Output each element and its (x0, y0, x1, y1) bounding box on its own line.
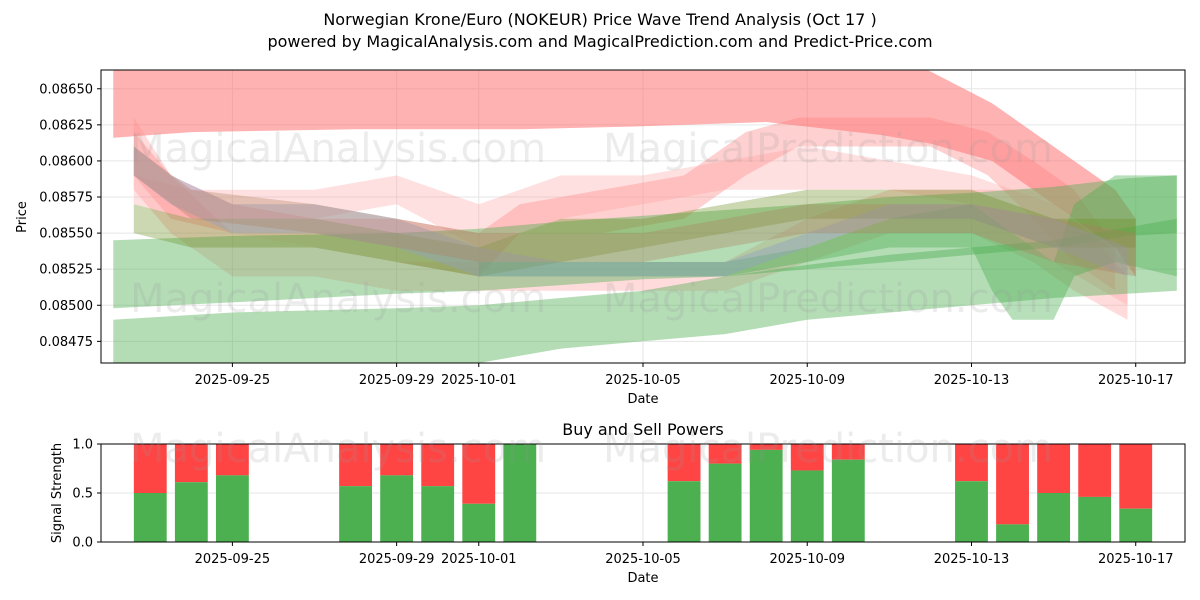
price-y-tick-label: 0.08500 (39, 299, 93, 314)
watermark-text: MagicalAnalysis.com (130, 426, 546, 472)
buy-power-bar (462, 503, 496, 542)
signal-x-axis: 2025-09-25 2025-09-29 2025-10-01 2025-10-05… (195, 542, 1174, 567)
buy-power-bar (215, 475, 249, 542)
price-wave-band (133, 146, 1128, 277)
buy-power-bar (955, 481, 988, 542)
signal-y-axis-label: Signal Strength (50, 443, 65, 543)
buy-power-bar (174, 482, 208, 542)
signal-x-tick-label: 2025-09-29 (359, 552, 435, 567)
price-wave-band (113, 175, 1177, 309)
price-wave-band (133, 117, 1116, 291)
sell-power-bar (1119, 444, 1153, 509)
sell-power-bar (380, 444, 414, 476)
price-wave-bands (113, 70, 1177, 363)
buy-power-bar (831, 459, 865, 542)
sell-power-bar (996, 444, 1029, 525)
sell-power-bar (339, 444, 372, 487)
watermark-text: MagicalPrediction.com (603, 426, 1053, 472)
price-y-tick-label: 0.08475 (39, 335, 93, 350)
buy-power-bar (503, 444, 537, 542)
price-y-tick-label: 0.08525 (39, 263, 93, 278)
signal-x-tick-label: 2025-10-05 (605, 552, 681, 567)
price-x-tick-label: 2025-10-09 (769, 373, 845, 388)
buy-power-bar (380, 475, 414, 542)
chart-title-line2: powered by MagicalAnalysis.com and Magic… (267, 32, 933, 51)
price-wave-band (133, 189, 1136, 277)
signal-x-axis-label: Date (627, 571, 658, 586)
price-wave-band (133, 146, 1136, 277)
signal-y-tick-label: 0.5 (72, 487, 93, 502)
sell-power-bar (174, 444, 208, 483)
price-x-tick-label: 2025-10-13 (934, 373, 1010, 388)
price-y-tick-label: 0.08650 (39, 82, 93, 97)
watermark-text: MagicalPrediction.com (603, 126, 1053, 172)
signal-x-tick-label: 2025-10-17 (1098, 552, 1174, 567)
price-y-tick-label: 0.08575 (39, 191, 93, 206)
signal-y-tick-label: 1.0 (72, 438, 93, 453)
buy-power-bar (790, 470, 824, 542)
watermark-text: MagicalAnalysis.com (130, 276, 546, 322)
buy-power-bar (996, 524, 1029, 542)
signal-y-axis: 0.0 0.5 1.0 (72, 438, 101, 551)
price-y-tick-label: 0.08600 (39, 154, 93, 169)
price-wave-band (133, 146, 1128, 306)
price-x-tick-label: 2025-09-29 (359, 373, 435, 388)
sell-power-bar (133, 444, 167, 493)
signal-y-tick-label: 0.0 (72, 536, 93, 551)
price-y-axis: 0.08475 0.08500 0.08525 0.08550 0.08575 0.086… (39, 82, 101, 350)
price-x-tick-label: 2025-10-17 (1098, 373, 1174, 388)
signal-x-tick-label: 2025-09-25 (195, 552, 271, 567)
sell-power-bar (955, 444, 988, 482)
signal-chart-title: Buy and Sell Powers (562, 420, 724, 439)
buy-power-bar (749, 449, 783, 542)
buy-power-bar (667, 481, 701, 542)
sell-power-bar (749, 444, 783, 450)
price-wave-band (113, 70, 1136, 277)
price-x-axis-label: Date (627, 392, 658, 407)
price-x-axis: 2025-09-25 2025-09-29 2025-10-01 2025-10-05… (195, 363, 1174, 388)
price-wave-band (133, 117, 1128, 320)
sell-power-bar (1037, 444, 1071, 493)
price-x-tick-label: 2025-09-25 (195, 373, 271, 388)
price-y-tick-label: 0.08550 (39, 227, 93, 242)
watermark-text: MagicalAnalysis.com (130, 126, 546, 172)
sell-power-bar (790, 444, 824, 471)
sell-power-bar (831, 444, 865, 460)
signal-x-tick-label: 2025-10-13 (934, 552, 1010, 567)
sell-power-bar (215, 444, 249, 476)
signal-x-tick-label: 2025-10-09 (769, 552, 845, 567)
sell-power-bar (462, 444, 496, 504)
price-wave-band (113, 218, 1177, 363)
buy-power-bar (421, 486, 455, 542)
price-y-tick-label: 0.08625 (39, 118, 93, 133)
buy-power-bar (133, 493, 167, 542)
buy-power-bar (708, 463, 742, 542)
chart-title-line1: Norwegian Krone/Euro (NOKEUR) Price Wave… (323, 10, 877, 29)
buy-power-bar (1119, 508, 1153, 542)
price-x-tick-label: 2025-10-01 (441, 373, 517, 388)
buy-power-bar (1037, 493, 1071, 542)
sell-power-bar (667, 444, 701, 482)
price-wave-band (478, 175, 1177, 320)
watermark-text: MagicalPrediction.com (603, 276, 1053, 322)
signal-x-tick-label: 2025-10-01 (441, 552, 517, 567)
sell-power-bar (708, 444, 742, 464)
price-x-tick-label: 2025-10-05 (605, 373, 681, 388)
buy-power-bar (339, 486, 372, 542)
signal-bars (133, 444, 1153, 542)
sell-power-bar (1078, 444, 1112, 497)
buy-power-bar (1078, 496, 1112, 542)
sell-power-bar (421, 444, 455, 487)
price-y-axis-label: Price (15, 201, 30, 233)
